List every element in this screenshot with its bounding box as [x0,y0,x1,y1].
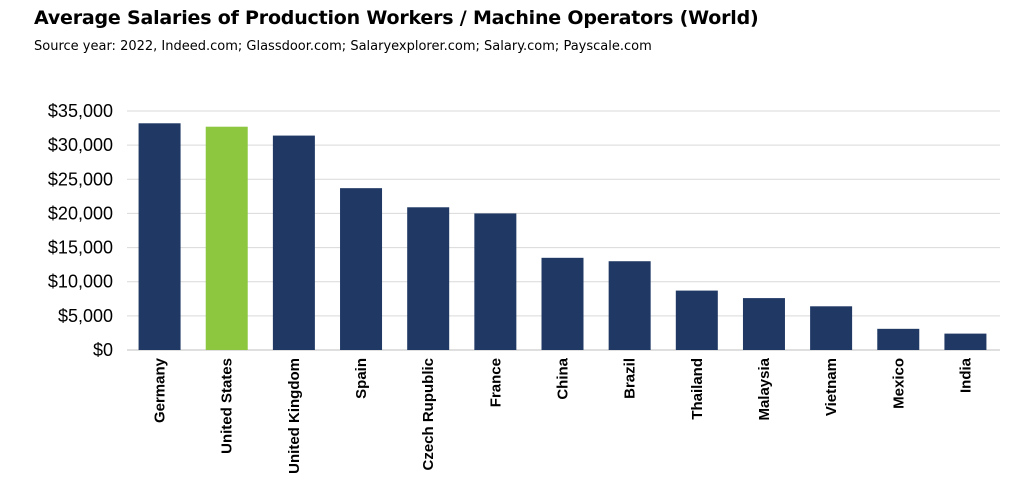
x-tick-label: Brazil [622,358,639,399]
bar-china [541,257,584,350]
bar-brazil [608,261,651,350]
y-tick-label: $30,000 [48,135,113,155]
x-tick-label: Czech Rupublic [420,358,437,471]
y-tick-label: $25,000 [48,169,113,189]
x-tick-label: United Kingdom [286,358,303,474]
y-tick-label: $35,000 [48,101,113,121]
x-axis-category-labels: Germany United States United Kingdom Spain C… [152,357,975,473]
x-tick-label: Thailand [689,358,706,420]
chart-subtitle: Source year: 2022, Indeed.com; Glassdoor… [34,39,652,54]
x-tick-label: China [555,357,572,399]
y-tick-label: $15,000 [48,238,113,258]
x-tick-label: United States [219,358,236,454]
y-axis-tick-labels: $0 $5,000 $10,000 $15,000 $20,000 $25,000 $30,… [48,101,113,360]
bars [138,123,987,350]
y-tick-label: $10,000 [48,272,113,292]
bar-united-kingdom [272,135,315,350]
bar-spain [340,188,383,350]
y-tick-label: $5,000 [58,306,113,326]
bar-thailand [675,290,718,350]
x-tick-label: Malaysia [756,357,773,420]
x-tick-label: Germany [152,357,169,423]
y-tick-label: $20,000 [48,203,113,223]
x-tick-label: Vietnam [823,358,840,416]
bar-malaysia [742,298,785,350]
x-tick-label: Spain [353,358,370,399]
bar-united-states [205,126,248,350]
gridlines [127,110,1000,351]
chart-title: Average Salaries of Production Workers /… [34,7,759,29]
x-tick-label: Mexico [890,358,907,409]
x-tick-label: India [957,357,974,393]
bar-india [944,333,987,350]
bar-vietnam [810,306,853,350]
bar-mexico [877,328,920,350]
y-tick-label: $0 [93,340,113,360]
bar-germany [138,123,181,350]
bar-france [474,213,517,350]
x-tick-label: France [487,358,504,407]
bar-czech-rupublic [407,207,450,350]
